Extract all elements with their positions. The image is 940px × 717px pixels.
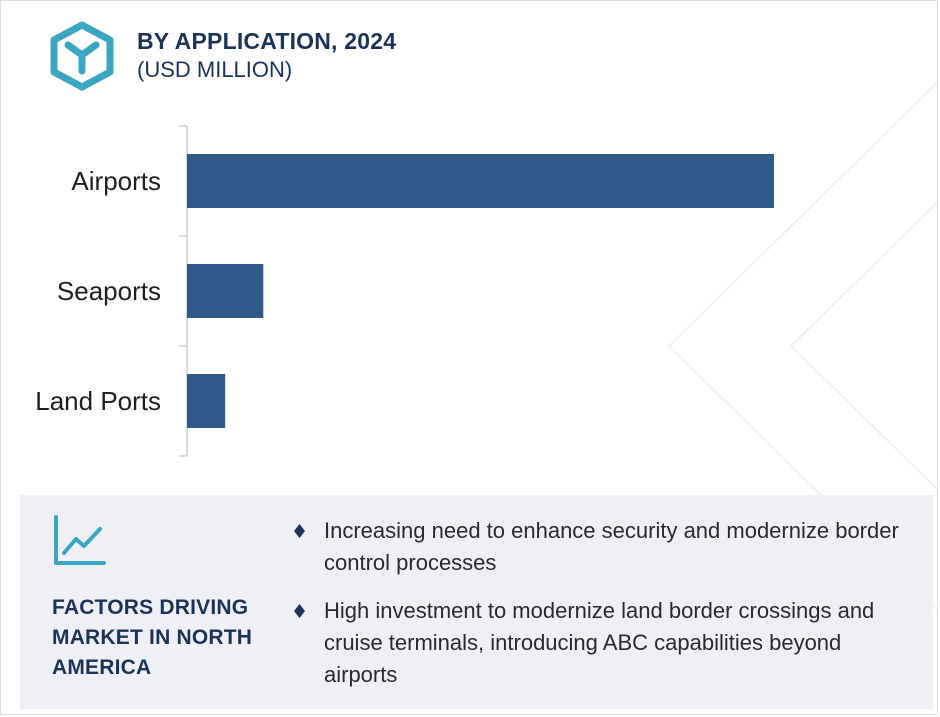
category-label: Land Ports — [35, 386, 161, 416]
list-item: Increasing need to enhance security and … — [290, 515, 920, 579]
list-item-text: High investment to modernize land border… — [324, 598, 875, 687]
line-chart-trend-icon — [54, 515, 106, 565]
diamond-bullet-icon — [294, 604, 305, 618]
category-label: Seaports — [57, 276, 161, 306]
diamond-bullet-icon — [294, 524, 305, 538]
list-item-text: Increasing need to enhance security and … — [324, 518, 899, 575]
drivers-list: Increasing need to enhance security and … — [290, 515, 920, 707]
page-subtitle: (USD MILLION) — [137, 57, 293, 82]
bar-chart: Airports Seaports Land Ports — [35, 125, 774, 457]
drivers-title: FACTORS DRIVING MARKET IN NORTH AMERICA — [52, 596, 253, 679]
bar-seaports — [187, 264, 264, 318]
drivers-panel: FACTORS DRIVING MARKET IN NORTH AMERICA … — [20, 495, 933, 709]
bar-land-ports — [187, 374, 226, 428]
hexagon-y-logo-icon — [50, 21, 114, 91]
list-item: High investment to modernize land border… — [290, 595, 920, 691]
category-label: Airports — [71, 166, 161, 196]
page-title: BY APPLICATION, 2024 — [137, 28, 397, 54]
bar-airports — [187, 154, 774, 208]
